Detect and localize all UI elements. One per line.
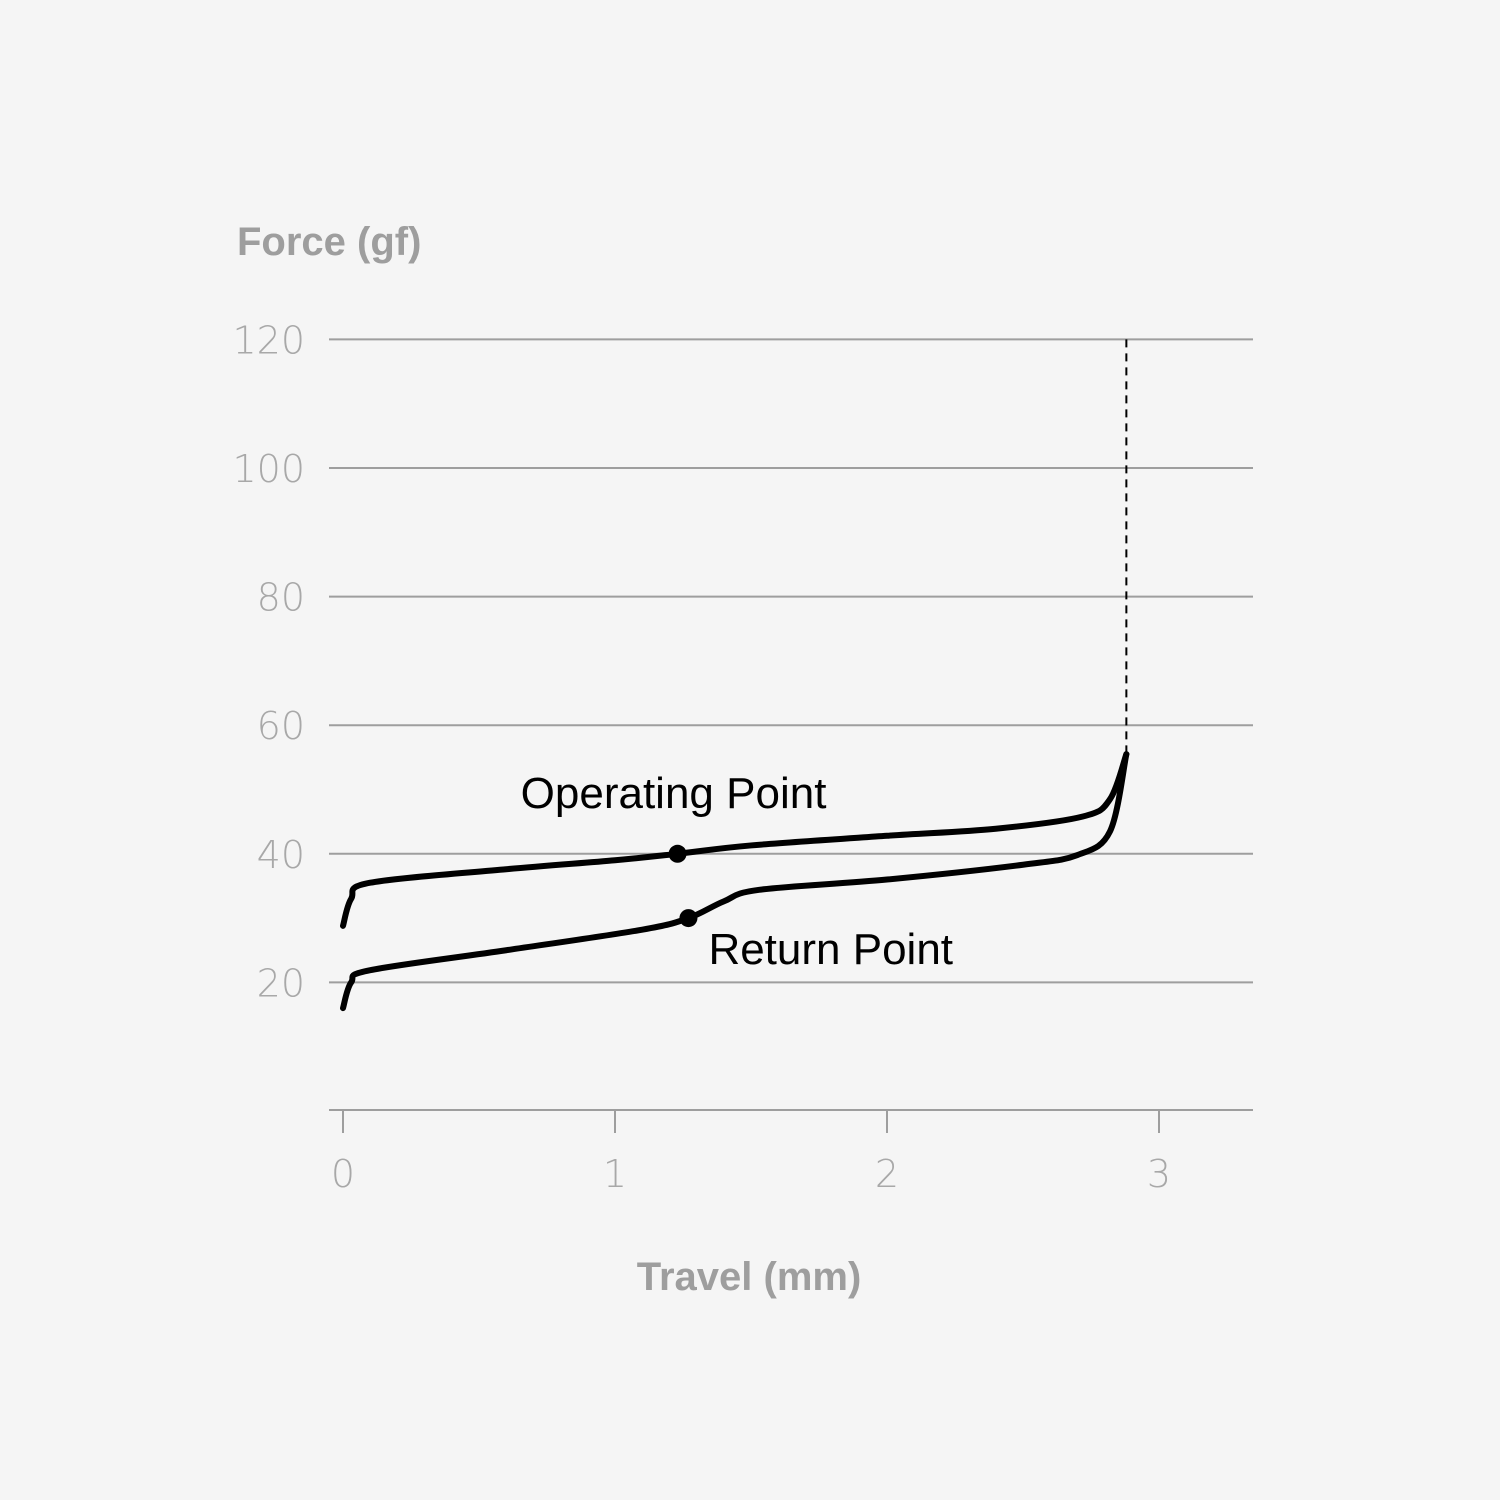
marker-point <box>679 909 698 928</box>
y-tick-label: 100 <box>232 447 305 491</box>
series-line-press <box>340 751 1130 929</box>
y-tick-label: 20 <box>257 961 305 1005</box>
x-tick-label: 0 <box>331 1152 355 1196</box>
marker-label: Operating Point <box>521 769 827 818</box>
y-tick-label: 120 <box>232 318 305 362</box>
y-tick-label: 40 <box>257 833 305 877</box>
y-axis-title: Force (gf) <box>237 220 421 264</box>
x-tick-label: 1 <box>603 1152 627 1196</box>
y-tick-label: 80 <box>257 576 305 620</box>
marker-label: Return Point <box>708 925 953 974</box>
marker-point <box>668 844 687 863</box>
x-axis-title: Travel (mm) <box>637 1255 862 1299</box>
x-tick-label: 3 <box>1147 1152 1171 1196</box>
series-line-release <box>340 751 1130 1012</box>
x-tick-label: 2 <box>875 1152 899 1196</box>
y-tick-label: 60 <box>257 704 305 748</box>
